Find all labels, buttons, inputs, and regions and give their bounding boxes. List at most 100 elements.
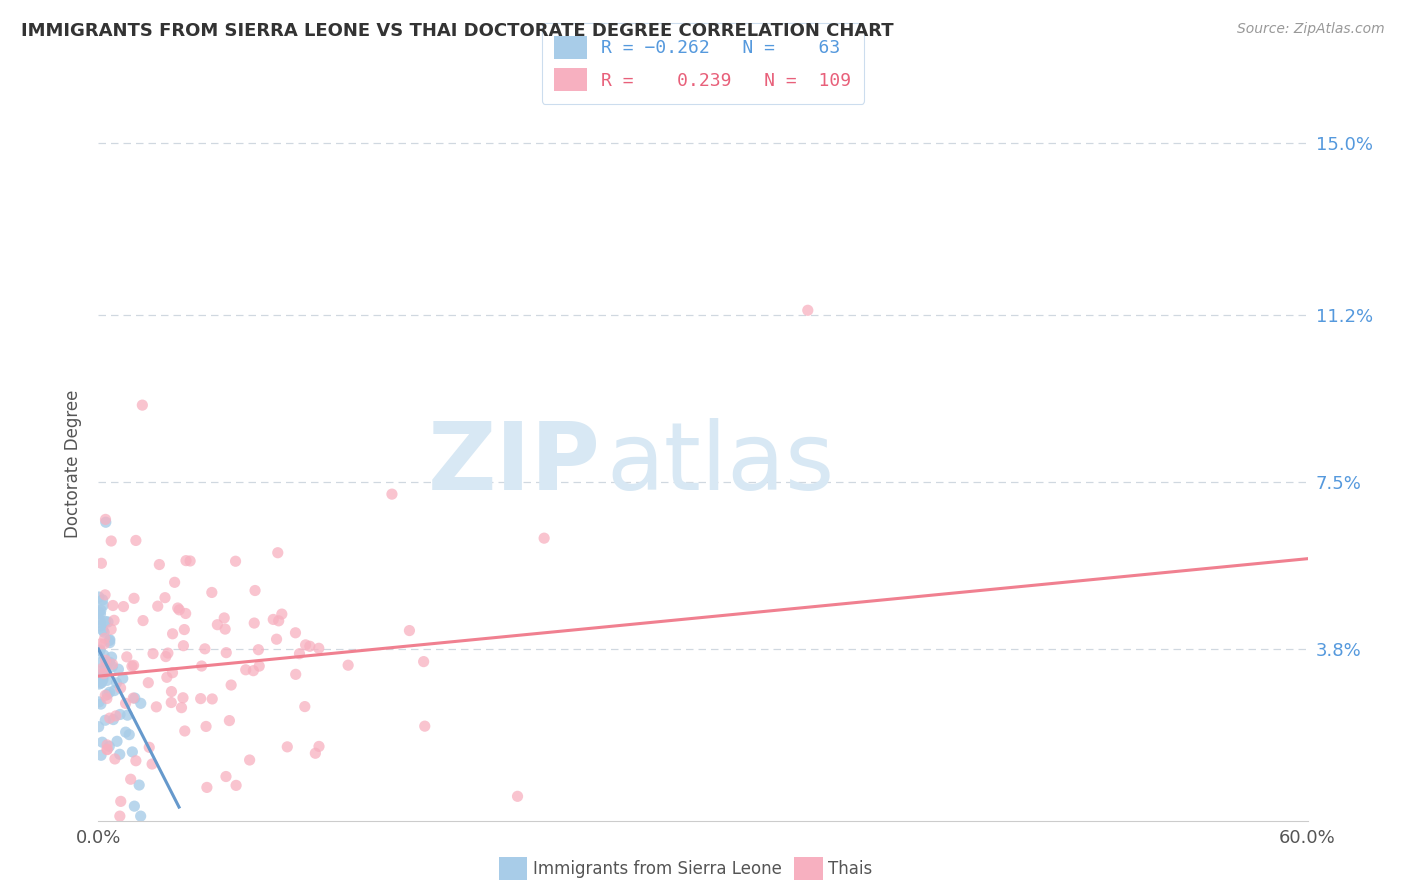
Point bbox=[215, 770, 238, 784]
Point bbox=[120, 772, 142, 787]
Point bbox=[156, 670, 179, 684]
Point bbox=[337, 658, 360, 673]
Point bbox=[122, 591, 145, 606]
Point bbox=[298, 640, 321, 654]
Point bbox=[247, 659, 270, 673]
Point bbox=[108, 809, 131, 823]
Point bbox=[98, 655, 121, 669]
Point bbox=[96, 688, 118, 702]
Point bbox=[94, 588, 117, 602]
Point bbox=[174, 607, 197, 621]
Point bbox=[98, 632, 121, 647]
Point bbox=[101, 599, 124, 613]
Point bbox=[90, 676, 112, 690]
Point bbox=[96, 691, 118, 706]
Point bbox=[98, 633, 121, 648]
Point bbox=[117, 708, 139, 723]
Point bbox=[398, 624, 420, 638]
Point bbox=[93, 637, 115, 651]
Point bbox=[284, 625, 307, 640]
Text: IMMIGRANTS FROM SIERRA LEONE VS THAI DOCTORATE DEGREE CORRELATION CHART: IMMIGRANTS FROM SIERRA LEONE VS THAI DOC… bbox=[21, 22, 894, 40]
Point bbox=[797, 303, 820, 318]
Point bbox=[91, 673, 114, 687]
Point bbox=[212, 611, 235, 625]
Point bbox=[94, 615, 117, 629]
Point bbox=[243, 615, 266, 630]
Point bbox=[219, 678, 242, 692]
Point bbox=[94, 515, 117, 529]
Point bbox=[96, 742, 118, 756]
Point bbox=[96, 673, 118, 688]
Point bbox=[163, 575, 186, 590]
Point bbox=[94, 689, 117, 703]
Point bbox=[141, 757, 163, 772]
Point bbox=[146, 599, 169, 614]
Point bbox=[162, 665, 184, 680]
Point bbox=[89, 644, 111, 658]
Point bbox=[201, 692, 224, 706]
Point bbox=[111, 672, 134, 686]
Point bbox=[172, 639, 194, 653]
Point bbox=[87, 720, 110, 734]
Point bbox=[93, 632, 115, 646]
Point bbox=[105, 734, 128, 748]
Point bbox=[100, 623, 122, 637]
Point bbox=[87, 695, 110, 709]
Point bbox=[128, 778, 150, 792]
Point bbox=[267, 546, 290, 560]
Point bbox=[93, 648, 115, 662]
Point bbox=[91, 593, 114, 607]
Point bbox=[105, 676, 128, 690]
Point bbox=[225, 778, 247, 792]
Point bbox=[243, 583, 266, 598]
Point bbox=[288, 647, 311, 661]
Point bbox=[114, 725, 136, 739]
Point bbox=[90, 556, 112, 570]
Point bbox=[91, 661, 114, 675]
Point bbox=[201, 585, 224, 599]
Point bbox=[108, 747, 131, 762]
Point bbox=[533, 531, 555, 545]
Point bbox=[98, 685, 121, 699]
Text: ZIP: ZIP bbox=[427, 417, 600, 510]
Point bbox=[101, 657, 124, 672]
Point bbox=[267, 614, 290, 628]
Point bbox=[91, 673, 114, 687]
Point bbox=[89, 637, 111, 651]
Point bbox=[381, 487, 404, 501]
Point bbox=[125, 754, 148, 768]
Point bbox=[98, 739, 121, 754]
Point bbox=[170, 700, 193, 714]
Point bbox=[93, 625, 115, 640]
Point bbox=[308, 739, 330, 754]
Point bbox=[96, 656, 118, 670]
Point bbox=[129, 696, 152, 710]
Point bbox=[91, 623, 114, 637]
Point bbox=[112, 599, 135, 614]
Point bbox=[156, 646, 179, 660]
Point bbox=[115, 649, 138, 664]
Point bbox=[194, 641, 217, 656]
Point bbox=[96, 657, 118, 672]
Point bbox=[308, 641, 330, 656]
Point bbox=[160, 696, 183, 710]
Point bbox=[195, 719, 218, 733]
Point bbox=[122, 691, 145, 706]
Point bbox=[103, 713, 125, 727]
Point bbox=[207, 617, 229, 632]
Point bbox=[172, 690, 194, 705]
Point bbox=[89, 619, 111, 633]
Point bbox=[93, 666, 115, 681]
Point bbox=[87, 605, 110, 619]
Point bbox=[91, 664, 114, 678]
Point bbox=[103, 683, 125, 698]
Point bbox=[94, 512, 117, 526]
Point bbox=[190, 659, 212, 673]
Point bbox=[179, 554, 201, 568]
Point bbox=[104, 752, 127, 766]
Point bbox=[162, 627, 184, 641]
Point bbox=[125, 533, 148, 548]
Point bbox=[129, 809, 152, 823]
Point bbox=[247, 642, 270, 657]
Point bbox=[136, 675, 159, 690]
